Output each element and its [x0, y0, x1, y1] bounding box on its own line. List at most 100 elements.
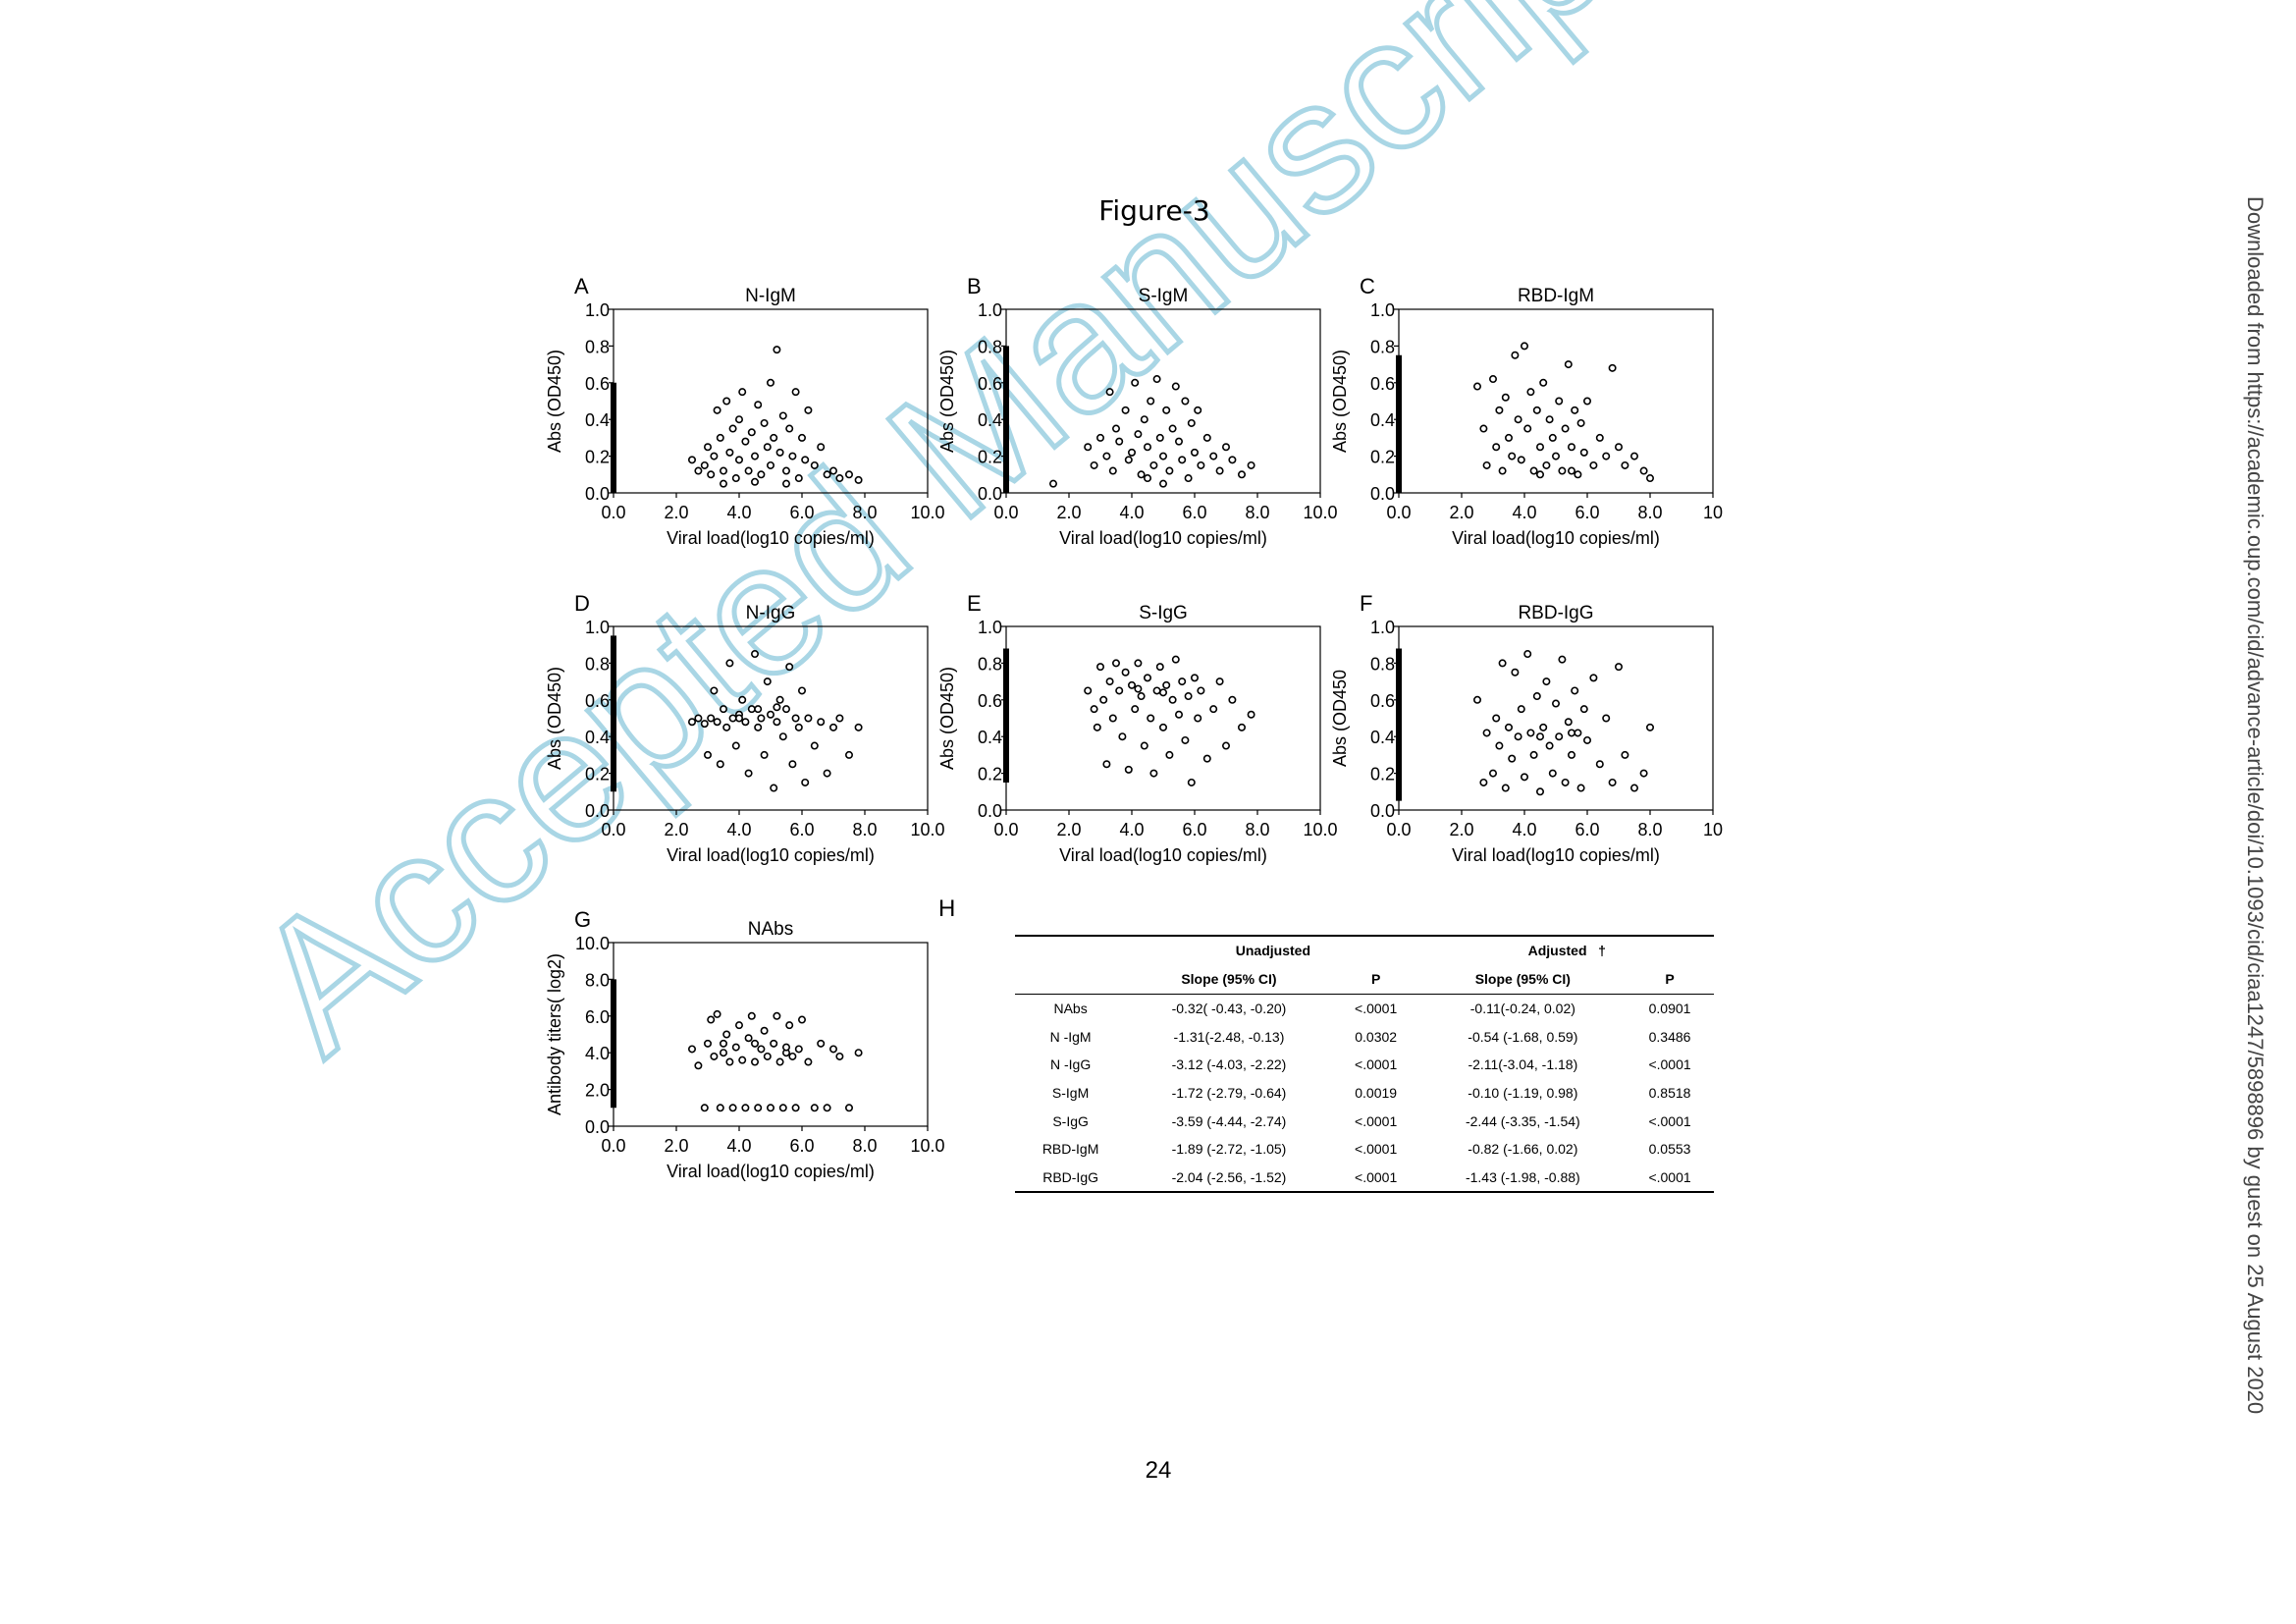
data-point — [735, 1021, 744, 1030]
data-point — [1514, 415, 1522, 424]
x-tick-label: 10.0 — [910, 503, 944, 522]
data-point — [823, 769, 831, 778]
data-point — [1134, 684, 1143, 693]
page-number: 24 — [1145, 1457, 1172, 1484]
data-point — [700, 460, 709, 469]
data-point — [1479, 424, 1488, 433]
data-point — [1181, 397, 1190, 406]
data-point — [1545, 415, 1554, 424]
data-point — [1639, 769, 1648, 778]
download-note-text: Downloaded from https://academic.oup.com… — [2243, 196, 2268, 1415]
data-point — [722, 397, 731, 406]
table-cell: -1.43 (-1.98, -0.88) — [1419, 1163, 1627, 1194]
panel-letter-e: E — [967, 591, 982, 616]
data-point — [760, 418, 769, 427]
table-cell: 0.0553 — [1648, 1141, 1691, 1158]
data-point — [1149, 460, 1158, 469]
data-point — [1608, 778, 1617, 786]
data-point — [1521, 773, 1529, 782]
data-point — [757, 714, 766, 723]
plot-frame — [1398, 625, 1714, 811]
data-point — [1190, 448, 1199, 457]
y-tick-label: 0.8 — [978, 654, 1002, 674]
data-point — [773, 1011, 781, 1020]
x-tick-label: 6.0 — [1182, 820, 1206, 839]
data-point — [770, 784, 778, 792]
data-point — [700, 1104, 709, 1112]
x-tick-label: 8.0 — [1637, 503, 1662, 522]
y-tick-label: 1.0 — [978, 618, 1002, 637]
y-tick-label: 0.2 — [1370, 765, 1395, 785]
data-point — [1532, 692, 1541, 701]
panel-letter-d: D — [574, 591, 590, 616]
x-tick-label: 8.0 — [1637, 820, 1662, 839]
table-cell: -1.31(-2.48, -0.13) — [1173, 1028, 1285, 1045]
table-cell: <.0001 — [1355, 1112, 1398, 1129]
data-point — [1568, 750, 1576, 759]
data-point — [1168, 695, 1177, 704]
data-point — [1608, 363, 1617, 372]
data-point — [1645, 723, 1654, 731]
data-point — [828, 466, 837, 475]
data-point — [704, 750, 713, 759]
data-point — [1526, 388, 1535, 397]
data-point — [1121, 668, 1130, 677]
data-point — [694, 466, 703, 475]
data-point — [1508, 452, 1517, 460]
data-point — [716, 1104, 724, 1112]
y-tick-label: 0.8 — [1370, 654, 1395, 674]
data-point — [817, 718, 826, 727]
scatter-panel-f: F RBD-IgG 0.0 0.2 0.4 0.6 0.8 1.0 0.0 2.0 4.0 6.0 8.… — [1330, 591, 1723, 865]
data-point — [1237, 723, 1246, 731]
data-point — [1489, 769, 1498, 778]
data-point — [782, 1043, 791, 1052]
data-point — [844, 750, 853, 759]
x-tick-label: 4.0 — [1119, 503, 1144, 522]
data-point — [1171, 382, 1180, 391]
y-tick-label: 6.0 — [585, 1007, 610, 1027]
data-point — [782, 705, 791, 714]
y-tick-label: 1.0 — [978, 300, 1002, 320]
data-point — [1568, 729, 1576, 737]
data-point — [720, 466, 728, 475]
table-cell: 0.0901 — [1648, 1001, 1691, 1017]
y-tick-label: 0.6 — [978, 691, 1002, 711]
data-point — [1548, 769, 1557, 778]
x-tick-label: 8.0 — [1245, 820, 1269, 839]
data-point — [1184, 474, 1193, 483]
data-point — [1112, 424, 1121, 433]
data-point — [810, 741, 819, 750]
table-cell: -0.32( -0.43, -0.20) — [1171, 1001, 1287, 1017]
data-point — [1568, 443, 1576, 452]
data-point — [770, 433, 778, 442]
data-point — [741, 718, 750, 727]
data-point — [704, 1039, 713, 1048]
data-point — [1149, 769, 1158, 778]
data-point — [1501, 393, 1510, 402]
y-tick-label: 0.4 — [585, 410, 610, 430]
x-tick-label: 0.0 — [601, 1136, 625, 1156]
chart-title: S-IgG — [1139, 603, 1188, 623]
data-point — [773, 346, 781, 354]
data-point — [1184, 692, 1193, 701]
table-row: N -IgM -1.31(-2.48, -0.13) 0.0302 -0.54 (-1… — [1015, 1023, 1714, 1052]
data-point — [1112, 659, 1121, 668]
data-point — [735, 456, 744, 464]
x-tick-label: 2.0 — [1056, 503, 1081, 522]
data-point — [1539, 723, 1548, 731]
data-point — [751, 1039, 760, 1048]
data-point — [1561, 424, 1570, 433]
data-point — [778, 1104, 787, 1112]
data-point — [688, 1045, 697, 1054]
table-cell: 0.0019 — [1355, 1085, 1398, 1102]
x-tick-label: 2.0 — [664, 503, 688, 522]
data-point — [747, 1011, 756, 1020]
data-point — [854, 475, 863, 484]
y-axis-label: Abs (OD450) — [1330, 350, 1350, 453]
data-point — [788, 1052, 797, 1060]
data-point — [775, 695, 784, 704]
data-point — [1194, 406, 1202, 414]
data-point — [775, 448, 784, 457]
table-cell: -0.82 (-1.66, 0.02) — [1468, 1141, 1578, 1158]
data-point — [1532, 406, 1541, 414]
